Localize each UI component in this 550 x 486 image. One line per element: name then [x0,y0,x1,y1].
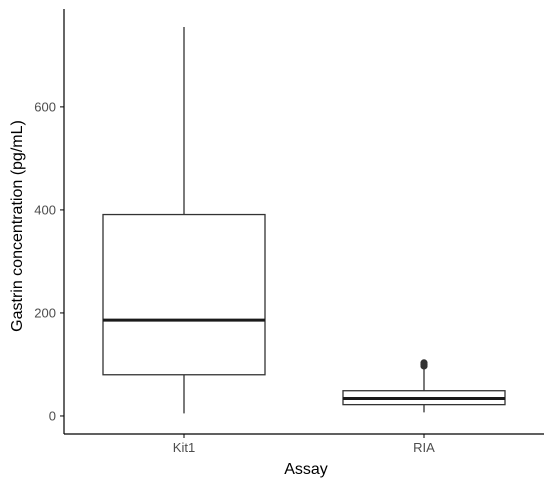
y-tick-label: 0 [49,408,56,423]
iqr-box [102,213,266,376]
box-kit1 [102,27,266,414]
x-tick-label: Kit1 [173,440,195,455]
axes: 0 200 400 600 Kit1 RIA [34,9,544,455]
outlier-point [420,359,428,367]
box-ria [342,359,506,413]
y-axis-title: Gastrin concentration (pg/mL) [9,120,26,332]
x-axis-title: Assay [284,461,328,478]
y-tick-label: 600 [34,99,56,114]
axis-labels: Assay Gastrin concentration (pg/mL) [9,120,328,478]
x-tick-label: RIA [413,440,435,455]
box-marks [102,27,506,414]
y-tick-label: 200 [34,305,56,320]
y-tick-label: 400 [34,202,56,217]
